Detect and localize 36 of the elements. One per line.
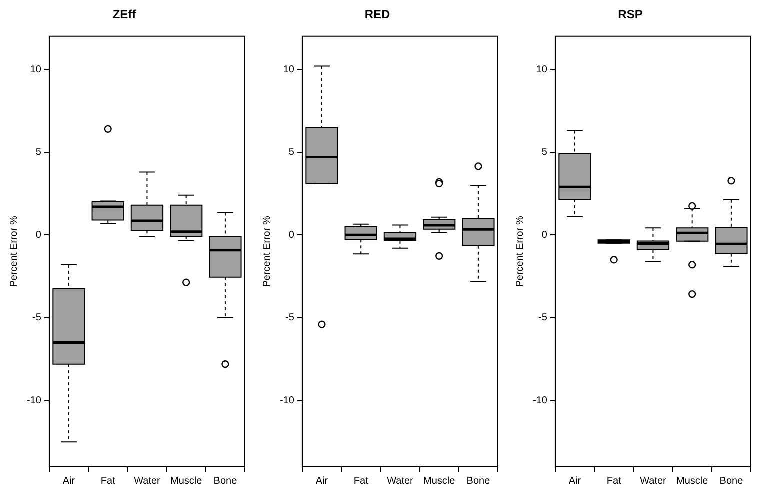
y-tick-label: 0: [36, 230, 42, 241]
x-tick-label: Fat: [354, 476, 369, 487]
y-tick-label: 10: [30, 64, 42, 76]
x-tick-label: Water: [640, 476, 668, 487]
x-tick-label: Muscle: [423, 476, 456, 487]
y-tick-label: -10: [280, 396, 295, 407]
y-tick-label: -5: [538, 312, 548, 324]
chart-title: ZEff: [112, 8, 138, 22]
x-tick-label: Air: [568, 476, 582, 487]
y-tick-label: 10: [536, 64, 548, 76]
chart-title: RED: [364, 8, 390, 22]
x-tick-label: Muscle: [676, 476, 709, 487]
x-tick-label: Fat: [606, 476, 622, 487]
x-tick-label: Water: [387, 476, 414, 487]
y-tick-label: -10: [27, 396, 42, 407]
x-tick-label: Water: [134, 476, 162, 487]
y-axis-title: Percent Error %: [8, 216, 20, 288]
x-tick-label: Bone: [466, 476, 491, 487]
y-tick-label: 5: [288, 147, 295, 158]
y-axis-title: Percent Error %: [514, 216, 526, 288]
y-tick-label: -10: [533, 396, 548, 407]
y-tick-label: 10: [283, 64, 295, 76]
y-tick-label: -5: [32, 312, 42, 324]
chart-title: RSP: [618, 8, 643, 22]
x-tick-label: Fat: [100, 476, 116, 487]
x-tick-label: Air: [316, 476, 329, 487]
y-tick-label: 5: [36, 147, 42, 158]
x-tick-label: Muscle: [170, 476, 203, 487]
y-tick-label: 0: [542, 230, 548, 241]
y-tick-label: 0: [288, 230, 295, 241]
y-tick-label: 5: [542, 147, 548, 158]
y-tick-label: -5: [286, 312, 295, 324]
x-tick-label: Air: [62, 476, 76, 487]
x-tick-label: Bone: [720, 476, 744, 487]
x-tick-label: Bone: [214, 476, 238, 487]
y-axis-title: Percent Error %: [262, 216, 273, 288]
